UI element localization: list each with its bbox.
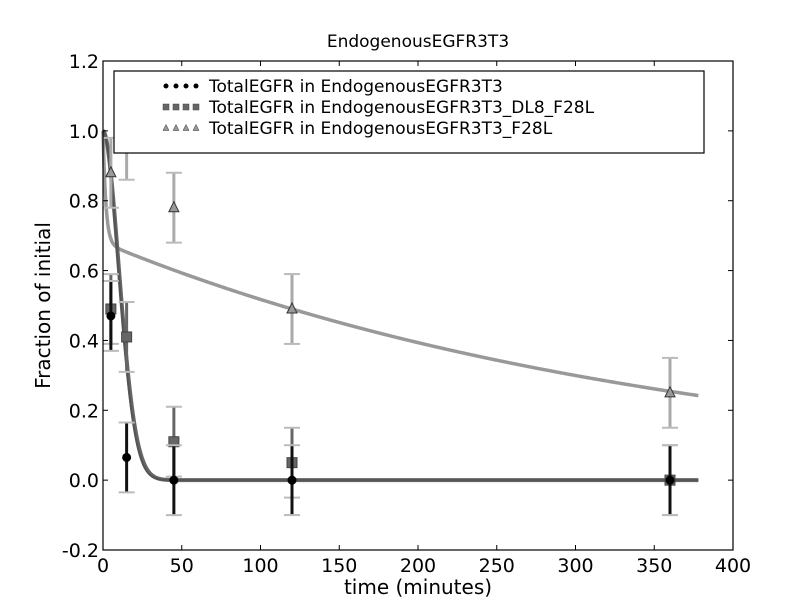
legend-box: [113, 70, 705, 154]
data-point-circle: [169, 475, 179, 485]
x-tick-label: 250: [479, 555, 515, 577]
legend: TotalEGFR in EndogenousEGFR3T3TotalEGFR …: [113, 70, 705, 154]
fit-curves: [101, 129, 699, 483]
fit-curve-dl8-f28l: [101, 129, 699, 483]
y-tick-label: 1.0: [69, 121, 99, 143]
y-tick-label: 1.2: [69, 51, 99, 73]
legend-label: TotalEGFR in EndogenousEGFR3T3_F28L: [208, 119, 553, 139]
y-axis: -0.2 0.0 0.2 0.4 0.6 0.8 1.0 1.2 Fraction of ini…: [31, 51, 733, 562]
legend-marker-square-icon: [172, 103, 180, 111]
data-point-triangle: [286, 301, 298, 314]
legend-marker-square-icon: [182, 103, 190, 111]
x-tick-label: 400: [715, 555, 751, 577]
data-point-triangle: [664, 385, 676, 398]
series-0: [102, 280, 678, 517]
legend-marker-triangle-icon: [162, 123, 170, 131]
legend-marker-triangle-icon: [182, 123, 190, 131]
legend-label: TotalEGFR in EndogenousEGFR3T3_DL8_F28L: [208, 98, 595, 118]
legend-marker-circle-icon: [183, 83, 189, 89]
legend-marker-circle-icon: [163, 83, 169, 89]
x-tick-label: 300: [557, 555, 593, 577]
y-tick-label: 0.4: [69, 330, 99, 352]
legend-marker-triangle-icon: [172, 123, 180, 131]
legend-label: TotalEGFR in EndogenousEGFR3T3: [208, 77, 503, 97]
y-tick-label: 0.6: [69, 261, 99, 283]
x-tick-label: 350: [636, 555, 672, 577]
legend-marker-square-icon: [192, 103, 200, 111]
data-point-triangle: [105, 165, 117, 178]
y-tick-label: 0.8: [69, 191, 99, 213]
x-axis: 0 50 100 150 200 250 300 350 400 time (minutes): [97, 61, 751, 599]
data-point-circle: [287, 475, 297, 485]
data-point-circle: [106, 311, 116, 321]
legend-marker-circle-icon: [193, 83, 199, 89]
x-tick-label: 200: [400, 555, 436, 577]
legend-marker-square-icon: [162, 103, 170, 111]
x-tick-label: 0: [97, 555, 109, 577]
data-point-square: [121, 331, 133, 343]
chart-title: EndogenousEGFR3T3: [327, 32, 509, 52]
y-tick-label: 0.2: [69, 400, 99, 422]
legend-marker-circle-icon: [173, 83, 179, 89]
y-tick-label: -0.2: [62, 540, 99, 562]
legend-marker-triangle-icon: [192, 123, 200, 131]
x-tick-label: 100: [242, 555, 278, 577]
x-axis-label: time (minutes): [344, 575, 492, 599]
data-point-circle: [665, 475, 675, 485]
data-point-triangle: [168, 200, 180, 213]
data-point-circle: [122, 452, 132, 462]
x-tick-label: 50: [170, 555, 194, 577]
y-axis-label: Fraction of initial: [31, 222, 55, 389]
fit-curve-endogenous: [102, 130, 699, 482]
x-tick-label: 150: [321, 555, 357, 577]
fit-curve-f28l: [101, 130, 699, 398]
y-tick-label: 0.0: [69, 470, 99, 492]
